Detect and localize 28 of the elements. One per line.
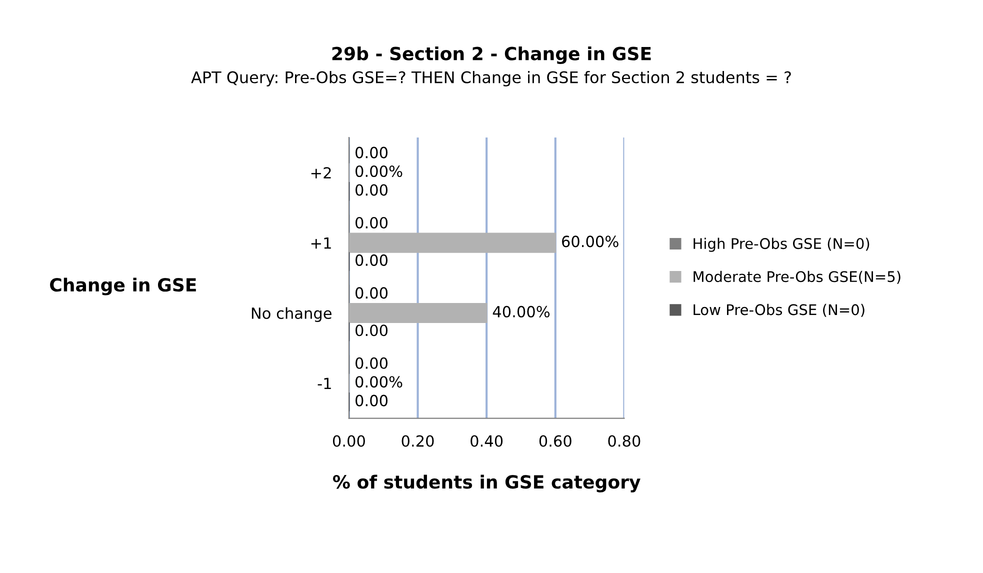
y-tick-label: +1 [311, 237, 331, 249]
data-label: 0.00 [356, 146, 388, 158]
data-label: 0.00 [356, 394, 388, 406]
data-label: 40.00% [492, 306, 550, 318]
x-tick-label: 0.60 [539, 435, 572, 447]
data-label: 0.00% [356, 376, 402, 388]
y-tick-label: No change [252, 307, 332, 322]
data-label: 0.00 [356, 357, 388, 369]
x-tick-label: 0.00 [332, 435, 365, 447]
y-tick-label: +2 [311, 167, 331, 178]
data-label: 0.00 [356, 216, 388, 229]
data-label: 0.00 [356, 324, 388, 336]
y-tick-label: -1 [318, 378, 331, 389]
x-tick-label: 0.80 [608, 435, 640, 447]
data-label: 0.00 [356, 184, 388, 196]
chart-title: 29b - Section 2 - Change in GSE [332, 46, 651, 64]
data-label: 0.00% [356, 165, 402, 178]
x-tick-label: 0.20 [402, 435, 434, 447]
data-label: 0.00 [356, 254, 388, 266]
chart-subtitle: APT Query: Pre-Obs GSE=? THEN Change in GSE for Section 2 students = ? [191, 70, 791, 86]
x-axis-title: % of students in GSE category [332, 474, 640, 492]
legend-label: Low Pre-Obs GSE (N=0) [694, 304, 864, 317]
x-tick-label: 0.40 [470, 435, 503, 447]
y-axis-title: Change in GSE [50, 278, 196, 296]
data-label: 60.00% [562, 236, 618, 248]
legend-label: Moderate Pre-Obs GSE(N=5) [694, 270, 900, 284]
data-label: 0.00 [356, 287, 388, 299]
legend-label: High Pre-Obs GSE (N=0) [694, 238, 870, 252]
